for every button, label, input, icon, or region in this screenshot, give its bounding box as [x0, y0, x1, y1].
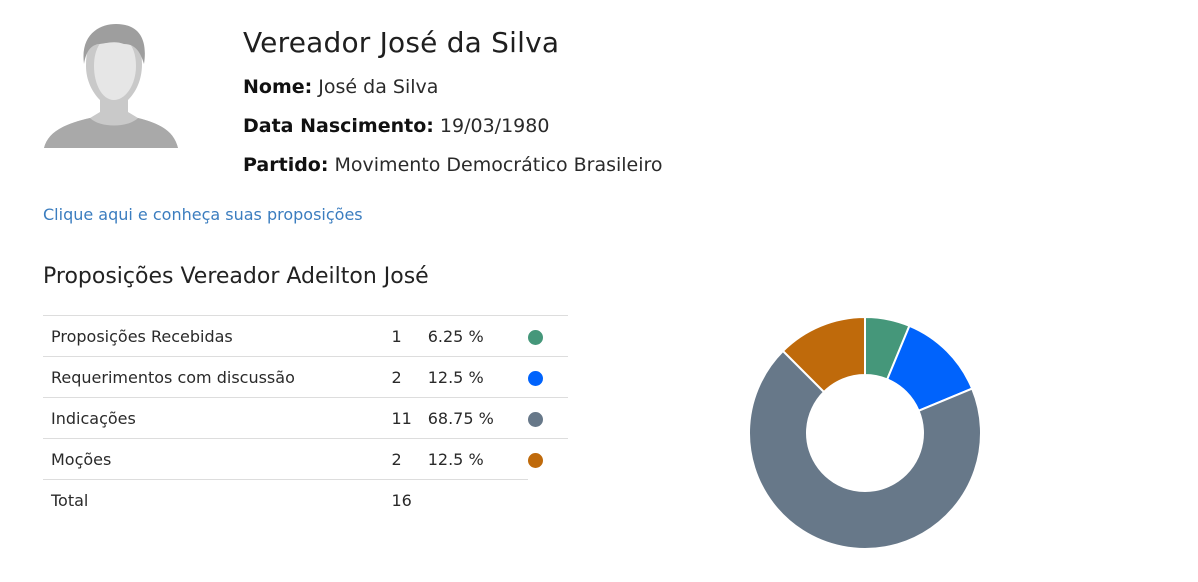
row-color-cell	[528, 356, 568, 398]
row-percent: 12.5 %	[427, 438, 529, 480]
table-row: Moções 2 12.5 %	[43, 438, 568, 480]
avatar	[44, 24, 178, 148]
birth-date-value: 19/03/1980	[439, 115, 550, 137]
party-label: Partido:	[243, 154, 329, 176]
total-count: 16	[391, 479, 428, 520]
party-value: Movimento Democrático Brasileiro	[334, 154, 663, 176]
person-silhouette-icon	[44, 24, 178, 148]
legend-dot	[528, 370, 544, 386]
total-label: Total	[43, 479, 392, 520]
party-row: Partido: Movimento Democrático Brasileir…	[243, 154, 663, 176]
legend-dot	[528, 452, 544, 468]
donut-slice-4[interactable]	[781, 315, 866, 394]
table-row: Requerimentos com discussão 2 12.5 %	[43, 356, 568, 398]
row-count: 2	[391, 438, 428, 480]
donut-slice-3[interactable]	[748, 349, 982, 550]
proposals-link[interactable]: Clique aqui e conheça suas proposições	[43, 205, 363, 224]
row-label: Moções	[43, 438, 392, 480]
name-label: Nome:	[243, 76, 313, 98]
total-empty-cell	[427, 479, 529, 520]
row-count: 11	[391, 397, 428, 439]
row-label: Indicações	[43, 397, 392, 439]
birth-date-label: Data Nascimento:	[243, 115, 434, 137]
row-count: 1	[391, 315, 428, 357]
name-row: Nome: José da Silva	[243, 76, 438, 98]
total-empty-cell	[528, 480, 568, 521]
section-title: Proposições Vereador Adeilton José	[43, 264, 429, 289]
row-percent: 68.75 %	[427, 397, 529, 439]
row-label: Proposições Recebidas	[43, 315, 392, 357]
table-total-row: Total 16	[43, 479, 568, 521]
legend-dot	[528, 329, 544, 345]
donut-chart	[748, 315, 982, 550]
row-color-cell	[528, 438, 568, 480]
legend-dot	[528, 411, 544, 427]
row-label: Requerimentos com discussão	[43, 356, 392, 398]
row-color-cell	[528, 315, 568, 357]
name-value: José da Silva	[318, 76, 439, 98]
row-percent: 12.5 %	[427, 356, 529, 398]
table-row: Indicações 11 68.75 %	[43, 397, 568, 439]
table-row: Proposições Recebidas 1 6.25 %	[43, 315, 568, 357]
proposals-table: Proposições Recebidas 1 6.25 % Requerimento…	[43, 315, 568, 520]
page-title: Vereador José da Silva	[243, 26, 560, 59]
row-count: 2	[391, 356, 428, 398]
row-percent: 6.25 %	[427, 315, 529, 357]
row-color-cell	[528, 397, 568, 439]
birth-date-row: Data Nascimento: 19/03/1980	[243, 115, 549, 137]
